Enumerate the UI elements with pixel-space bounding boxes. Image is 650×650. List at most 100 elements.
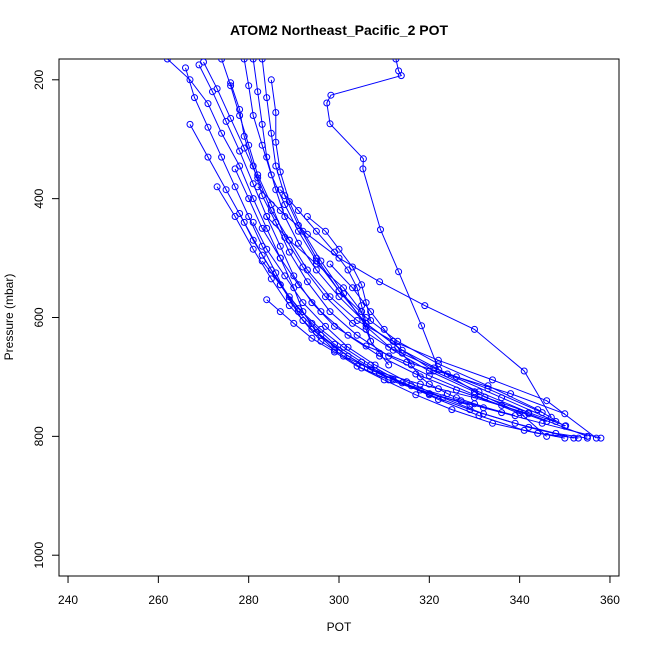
x-tick-label: 360 xyxy=(600,593,620,607)
data-point xyxy=(240,132,248,140)
series-6 xyxy=(218,59,546,417)
data-point xyxy=(281,272,289,280)
data-point xyxy=(303,278,311,286)
data-point xyxy=(418,322,426,330)
data-point xyxy=(249,245,257,253)
data-point xyxy=(294,239,302,247)
data-point xyxy=(276,254,284,262)
data-point xyxy=(312,260,320,268)
series-20 xyxy=(263,213,393,369)
data-point xyxy=(367,317,375,324)
data-point xyxy=(443,370,451,378)
x-tick-label: 300 xyxy=(329,593,349,607)
data-point xyxy=(249,112,257,119)
data-point xyxy=(245,213,253,220)
data-point xyxy=(249,59,257,63)
data-point xyxy=(258,59,266,63)
data-point xyxy=(245,195,253,203)
data-point xyxy=(520,426,528,434)
data-point xyxy=(331,348,338,356)
data-point xyxy=(222,186,230,194)
data-point xyxy=(362,342,370,350)
data-point xyxy=(416,373,424,381)
data-point xyxy=(276,168,284,176)
data-point xyxy=(323,99,331,107)
data-point xyxy=(254,171,262,179)
data-point xyxy=(308,299,316,307)
data-point xyxy=(294,305,302,313)
data-point xyxy=(425,367,433,375)
data-point xyxy=(434,356,442,364)
data-point xyxy=(443,390,451,398)
data-point xyxy=(290,319,298,327)
y-tick-label: 1000 xyxy=(32,542,46,569)
series-22 xyxy=(303,213,375,324)
data-point xyxy=(498,401,506,409)
data-point xyxy=(272,186,280,194)
data-point xyxy=(218,129,226,137)
data-point xyxy=(498,394,506,402)
chart-title: ATOM2 Northeast_Pacific_2 POT xyxy=(230,22,449,38)
series-line xyxy=(189,124,471,406)
y-tick-label: 200 xyxy=(32,69,46,89)
series-18 xyxy=(263,296,582,442)
data-point xyxy=(263,245,271,253)
data-point xyxy=(534,406,542,414)
data-point xyxy=(245,141,253,149)
data-point xyxy=(359,165,367,173)
data-point xyxy=(561,410,569,418)
data-point xyxy=(340,343,347,351)
data-point xyxy=(425,372,433,380)
data-point xyxy=(254,183,262,191)
data-point xyxy=(389,346,397,354)
data-point xyxy=(303,230,311,238)
series-line xyxy=(198,64,565,415)
data-point xyxy=(276,242,284,250)
data-point xyxy=(475,388,483,396)
data-point xyxy=(218,153,226,161)
series-16 xyxy=(249,218,578,442)
data-point xyxy=(276,308,284,316)
data-point xyxy=(592,434,600,442)
data-point xyxy=(182,64,189,72)
data-point xyxy=(258,257,266,265)
data-point xyxy=(249,195,257,203)
series-line xyxy=(252,59,529,414)
data-point xyxy=(520,367,528,375)
data-point xyxy=(231,165,239,173)
data-point xyxy=(276,207,284,214)
data-point xyxy=(263,153,271,161)
data-point xyxy=(434,396,442,403)
data-point xyxy=(489,376,496,384)
data-point xyxy=(511,412,519,420)
data-point xyxy=(452,386,460,394)
data-point xyxy=(227,114,235,122)
y-tick-label: 600 xyxy=(32,307,46,327)
data-point xyxy=(272,109,280,116)
plot-frame xyxy=(58,58,620,577)
data-point xyxy=(299,317,307,324)
data-point xyxy=(398,349,406,357)
data-point xyxy=(335,254,343,262)
data-point xyxy=(263,94,271,102)
data-point xyxy=(267,76,275,84)
data-point xyxy=(359,155,367,163)
data-point xyxy=(412,391,420,399)
data-point xyxy=(376,278,384,286)
data-point xyxy=(322,293,329,301)
x-tick-label: 260 xyxy=(148,593,168,607)
series-23 xyxy=(326,260,506,417)
data-point xyxy=(249,236,257,244)
x-tick-label: 320 xyxy=(419,593,439,607)
data-point xyxy=(294,281,302,289)
data-point xyxy=(204,123,212,131)
data-point xyxy=(376,349,384,357)
data-point xyxy=(353,331,361,339)
x-tick-label: 280 xyxy=(239,593,259,607)
y-tick-label: 400 xyxy=(32,188,46,208)
series-layer xyxy=(163,59,605,442)
data-point xyxy=(331,340,338,348)
data-point xyxy=(398,379,406,387)
data-point xyxy=(511,419,519,427)
data-point xyxy=(353,362,361,370)
